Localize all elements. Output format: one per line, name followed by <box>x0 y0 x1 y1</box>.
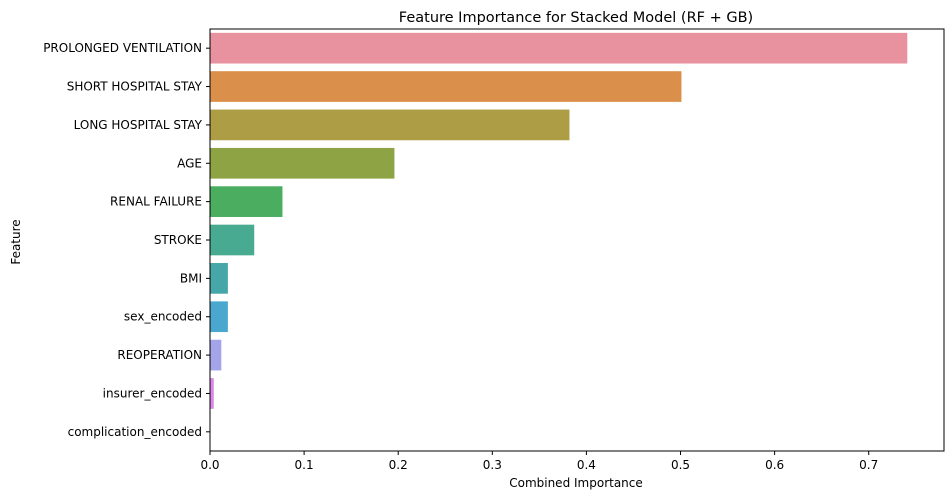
x-tick-label: 0.5 <box>671 458 690 472</box>
y-tick-label: REOPERATION <box>117 348 202 362</box>
x-tick-label: 0.1 <box>295 458 314 472</box>
bar-0 <box>210 32 908 64</box>
x-axis-label: Combined Importance <box>509 476 643 490</box>
y-tick-label: LONG HOSPITAL STAY <box>74 118 203 132</box>
bar-7 <box>210 301 228 333</box>
y-tick-label: STROKE <box>154 233 202 247</box>
y-tick-label: PROLONGED VENTILATION <box>43 41 202 55</box>
bar-3 <box>210 147 395 179</box>
bar-9 <box>210 378 214 409</box>
y-tick-label: complication_encoded <box>68 425 202 439</box>
bar-1 <box>210 71 682 102</box>
bar-2 <box>210 109 570 141</box>
x-tick-label: 0.2 <box>389 458 408 472</box>
y-tick-label: BMI <box>180 271 202 285</box>
chart-title: Feature Importance for Stacked Model (RF… <box>399 10 753 26</box>
bar-8 <box>210 339 222 371</box>
bars-layer <box>210 32 908 409</box>
x-tick-label: 0.3 <box>483 458 502 472</box>
y-axis-label: Feature <box>9 219 23 264</box>
bar-5 <box>210 224 255 256</box>
y-axis: PROLONGED VENTILATION SHORT HOSPITAL STAY… <box>43 41 210 439</box>
plot-frame <box>209 28 945 452</box>
y-tick-label: AGE <box>177 156 202 170</box>
y-tick-label: sex_encoded <box>124 310 202 324</box>
x-tick-label: 0.7 <box>859 458 878 472</box>
y-tick-label: insurer_encoded <box>103 386 202 400</box>
x-tick-label: 0.0 <box>200 458 219 472</box>
x-tick-label: 0.4 <box>577 458 596 472</box>
bar-6 <box>210 263 228 294</box>
x-axis: 0.0 0.1 0.2 0.3 0.4 0.5 0.6 0.7 <box>200 451 878 472</box>
y-tick-label: SHORT HOSPITAL STAY <box>67 80 203 94</box>
y-tick-label: RENAL FAILURE <box>110 195 202 209</box>
bar-4 <box>210 186 283 217</box>
x-tick-label: 0.6 <box>765 458 784 472</box>
